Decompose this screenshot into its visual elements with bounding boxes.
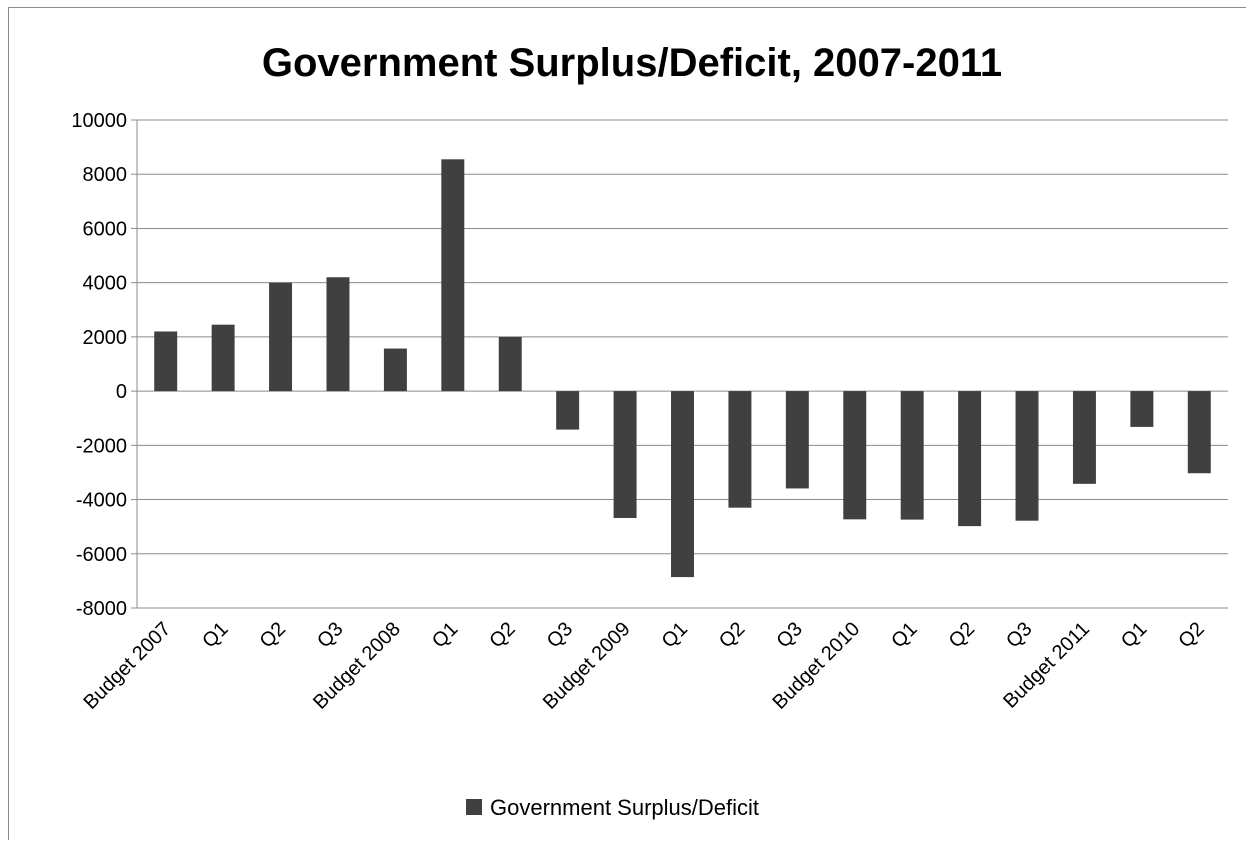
bar (843, 391, 867, 520)
bar (1072, 391, 1096, 484)
bar (326, 277, 350, 392)
bar (1130, 391, 1154, 427)
x-tick-label: Q2 (1174, 618, 1208, 652)
bar (728, 391, 752, 508)
y-tick-label: 2000 (83, 327, 128, 349)
bar (785, 391, 809, 489)
y-tick-label: 10000 (71, 110, 127, 132)
y-axis: 10000 8000 6000 4000 2000 0 -2000 -4000 -6000 -80… (71, 110, 138, 620)
bar (613, 391, 637, 518)
y-tick-label: -6000 (76, 544, 127, 566)
y-tick-label: 0 (116, 381, 127, 403)
bar (154, 331, 178, 392)
x-tick-label: Q1 (1117, 618, 1151, 652)
bar (900, 391, 924, 520)
x-tick-label: Q1 (198, 618, 232, 652)
y-tick-label: 4000 (83, 273, 128, 295)
x-tick-label: Q2 (256, 618, 290, 652)
x-tick-label: Q1 (428, 618, 462, 652)
x-tick-label: Q1 (658, 618, 692, 652)
bar (671, 391, 694, 578)
x-tick-label: Q3 (313, 618, 347, 652)
x-tick-label: Q2 (945, 618, 979, 652)
bar (958, 391, 982, 527)
bar (383, 348, 407, 392)
y-tick-label: -2000 (76, 435, 127, 457)
y-tick-label: 6000 (83, 218, 128, 240)
bar (441, 159, 465, 392)
bar (269, 282, 293, 392)
legend-swatch (466, 799, 482, 815)
y-tick-label: -4000 (76, 490, 127, 512)
x-tick-label: Q3 (772, 618, 806, 652)
legend-label: Government Surplus/Deficit (490, 795, 759, 820)
legend: Government Surplus/Deficit (466, 795, 759, 820)
x-tick-label: Q2 (715, 618, 749, 652)
x-tick-label: Q3 (543, 618, 577, 652)
y-tick-label: -8000 (76, 598, 127, 620)
bar (211, 324, 235, 392)
bars (154, 159, 1211, 578)
x-tick-label: Budget 2007 (79, 618, 175, 714)
chart-title: Government Surplus/Deficit, 2007-2011 (262, 41, 1002, 85)
x-tick-label: Q2 (485, 618, 519, 652)
bar (1015, 391, 1039, 521)
y-tick-label: 8000 (83, 164, 128, 186)
x-tick-label: Q1 (887, 618, 921, 652)
bar (498, 336, 522, 392)
bar (556, 391, 580, 430)
x-tick-label: Q3 (1002, 618, 1036, 652)
bar (1187, 391, 1211, 474)
